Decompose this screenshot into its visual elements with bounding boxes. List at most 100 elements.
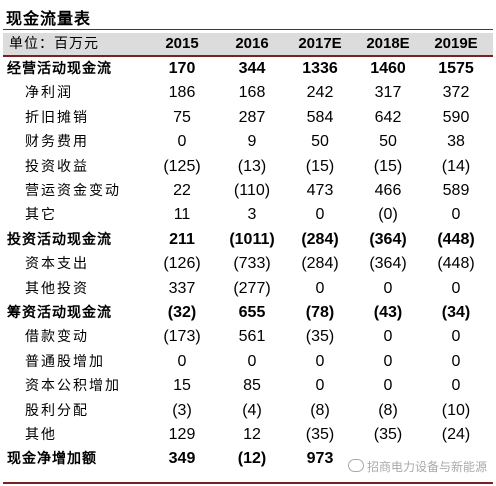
watermark: 招商电力设备与新能源 (348, 458, 487, 475)
row-value: 973 (306, 450, 334, 468)
row-value: (125) (163, 157, 201, 175)
table-row: 营运资金变动 22 (110) 473 466 589 (3, 179, 493, 203)
row-value: (8) (378, 401, 398, 419)
table-row: 净利润 186 168 242 317 372 (3, 81, 493, 105)
row-value: 3 (247, 206, 257, 224)
title-rule (3, 29, 493, 30)
row-value: 589 (442, 182, 470, 199)
year-header-2017e: 2017E (298, 35, 342, 52)
row-value: 0 (177, 133, 187, 151)
row-label: 股利分配 (25, 402, 89, 419)
row-label: 现金净增加额 (7, 451, 97, 468)
year-header-2019e: 2019E (434, 35, 478, 52)
row-value: (173) (163, 328, 201, 346)
row-value: 0 (383, 352, 393, 370)
table-row: 经营活动现金流 170 344 1336 1460 1575 (3, 57, 493, 81)
row-value: 561 (238, 328, 266, 346)
row-value: 349 (168, 450, 196, 468)
unit-label: 单位：百万元 (9, 36, 99, 52)
table-row: 财务费用 0 9 50 50 38 (3, 130, 493, 154)
row-value: 75 (173, 108, 191, 126)
row-value: (3) (172, 401, 192, 419)
year-header-2018e: 2018E (366, 35, 410, 52)
row-value: 129 (168, 426, 196, 443)
row-value: 9 (247, 133, 257, 151)
row-value: 287 (238, 108, 266, 126)
row-value: 0 (247, 352, 257, 370)
row-label: 筹资活动现金流 (7, 305, 112, 321)
row-value: (0) (378, 206, 398, 224)
table-row: 股利分配 (3) (4) (8) (8) (10) (3, 399, 493, 423)
row-value: 584 (306, 108, 334, 126)
table-row: 其他 129 12 (35) (35) (24) (3, 423, 493, 447)
row-value: 168 (238, 84, 266, 102)
row-label: 其他投资 (25, 280, 89, 297)
row-value: 0 (315, 377, 325, 395)
row-label: 资本公积增加 (25, 378, 121, 395)
row-value: (364) (369, 255, 407, 273)
row-value: 0 (315, 352, 325, 370)
year-header-2016: 2016 (235, 35, 269, 52)
row-value: 0 (451, 206, 461, 224)
table-row: 资本公积增加 15 85 0 0 0 (3, 374, 493, 398)
row-value: 344 (238, 60, 266, 77)
table-header: 单位：百万元 2015 2016 2017E 2018E 2019E (3, 33, 493, 57)
row-value: (277) (233, 279, 271, 297)
row-value: 372 (442, 84, 470, 102)
row-value: (78) (305, 304, 335, 321)
watermark-text: 招商电力设备与新能源 (367, 460, 488, 474)
table-row: 其它 11 3 0 (0) 0 (3, 203, 493, 227)
wechat-icon (348, 459, 364, 472)
row-value: 0 (315, 279, 325, 297)
row-value: 50 (311, 133, 329, 151)
row-value: 473 (306, 182, 334, 199)
row-value: 466 (374, 182, 402, 199)
row-value: (110) (233, 182, 271, 199)
row-value: (8) (310, 401, 330, 419)
row-label: 投资收益 (25, 158, 89, 175)
row-value: 1575 (438, 60, 474, 77)
row-label: 投资活动现金流 (7, 231, 112, 248)
row-value: 317 (374, 84, 402, 102)
table-row: 资本支出 (126) (733) (284) (364) (448) (3, 252, 493, 276)
row-value: 0 (451, 352, 461, 370)
row-value: (10) (441, 401, 471, 419)
row-label: 净利润 (25, 85, 73, 102)
row-value: (733) (233, 255, 271, 273)
row-label: 其它 (25, 207, 57, 224)
row-value: (1011) (229, 230, 275, 248)
table-title: 现金流量表 (6, 9, 92, 28)
row-value: (43) (373, 304, 403, 321)
row-value: 85 (243, 377, 261, 395)
row-value: 0 (451, 377, 461, 395)
row-value: 11 (173, 206, 191, 224)
row-value: 50 (379, 133, 397, 151)
row-label: 营运资金变动 (25, 183, 121, 199)
row-value: 0 (315, 206, 325, 224)
row-value: (126) (163, 255, 201, 273)
row-label: 普通股增加 (25, 353, 105, 370)
row-label: 折旧摊销 (25, 109, 89, 126)
row-value: 170 (168, 60, 196, 77)
row-value: 12 (243, 426, 261, 443)
row-value: 655 (238, 304, 266, 321)
table-row: 筹资活动现金流 (32) 655 (78) (43) (34) (3, 301, 493, 325)
row-value: 211 (169, 230, 195, 248)
row-value: 1336 (302, 60, 338, 77)
row-value: (364) (369, 230, 407, 248)
row-value: (284) (301, 255, 339, 273)
row-value: 22 (173, 182, 191, 199)
row-value: 0 (383, 377, 393, 395)
bottom-rule (3, 482, 493, 484)
row-value: (13) (237, 157, 267, 175)
row-value: 0 (451, 279, 461, 297)
row-value: (34) (441, 304, 471, 321)
row-value: 15 (173, 377, 191, 395)
row-value: 337 (168, 279, 196, 297)
row-value: (4) (242, 401, 262, 419)
table-row: 普通股增加 0 0 0 0 0 (3, 350, 493, 374)
year-header-2015: 2015 (165, 35, 199, 52)
row-value: 0 (383, 279, 393, 297)
row-value: (35) (373, 426, 403, 443)
table-row: 现金净增加额 349 (12) 973 (3, 447, 493, 471)
